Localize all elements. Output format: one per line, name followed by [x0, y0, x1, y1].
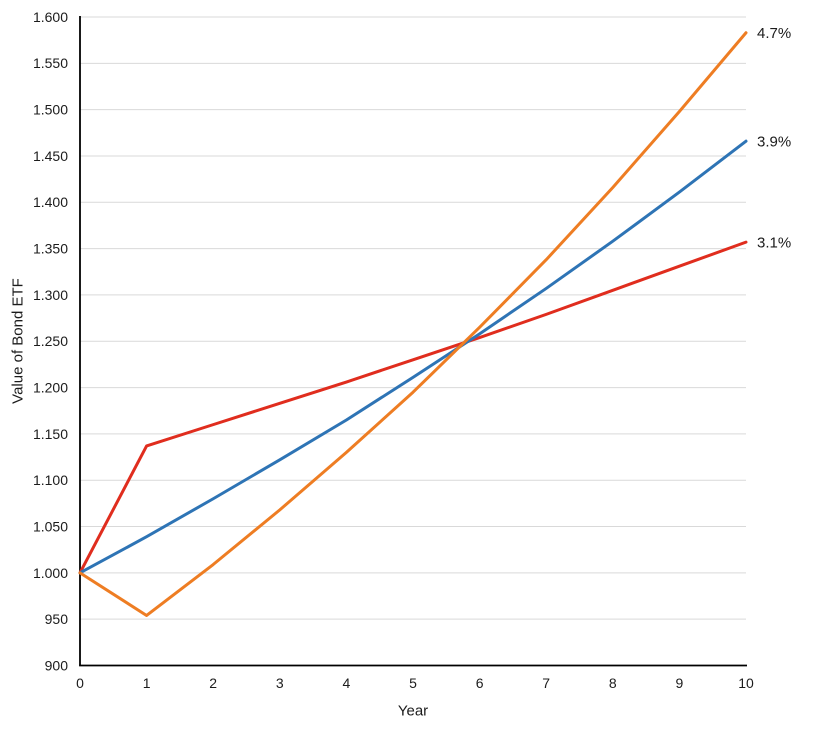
y-tick-label: 950: [45, 611, 69, 627]
x-tick-label: 8: [609, 675, 617, 691]
x-tick-label: 0: [76, 675, 84, 691]
series-line-4.7%: [78, 31, 748, 617]
x-tick-label: 7: [542, 675, 550, 691]
y-tick-label: 1.550: [33, 55, 68, 71]
y-tick-label: 1.350: [33, 241, 68, 257]
x-tick-label: 1: [143, 675, 151, 691]
x-axis-title: Year: [397, 702, 429, 720]
y-tick-label: 1.000: [33, 565, 68, 581]
y-tick-label: 1.150: [33, 426, 68, 442]
y-tick-label: 1.250: [33, 333, 68, 349]
series-end-label: 3.9%: [757, 133, 791, 150]
x-tick-label: 10: [738, 675, 754, 691]
x-tick-label: 3: [276, 675, 284, 691]
y-tick-label: 1.600: [33, 9, 68, 25]
x-tick-label: 6: [476, 675, 484, 691]
x-tick-label: 9: [676, 675, 684, 691]
series-line-3.1%: [78, 240, 748, 575]
series-end-label: 3.1%: [757, 234, 791, 251]
y-tick-label: 1.100: [33, 472, 68, 488]
y-tick-label: 1.450: [33, 148, 68, 164]
x-tick-label: 5: [409, 675, 417, 691]
y-tick-label: 1.200: [33, 379, 68, 395]
y-tick-label: 1.050: [33, 518, 68, 534]
y-tick-label: 900: [45, 657, 69, 673]
series-end-label: 4.7%: [757, 25, 791, 42]
x-tick-label: 4: [343, 675, 351, 691]
series-line-3.9%: [78, 139, 748, 575]
x-tick-label: 2: [209, 675, 217, 691]
y-tick-label: 1.400: [33, 194, 68, 210]
y-tick-label: 1.500: [33, 102, 68, 118]
y-tick-label: 1.300: [33, 287, 68, 303]
